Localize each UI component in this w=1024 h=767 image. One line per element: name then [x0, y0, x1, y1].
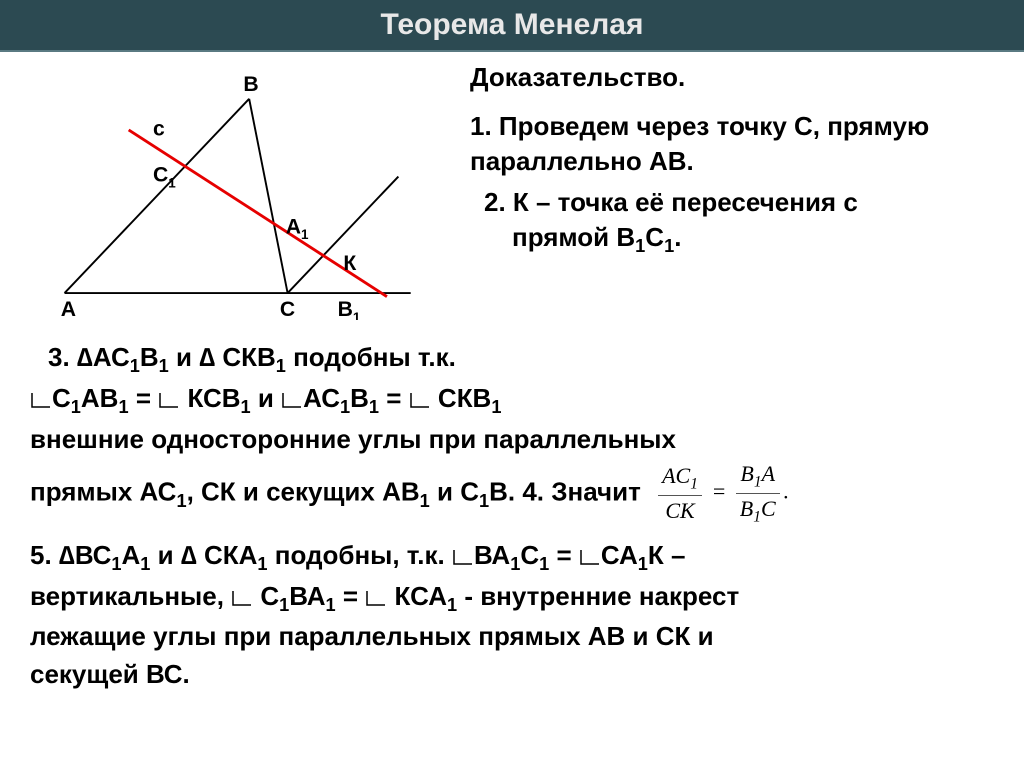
angle-icon — [231, 589, 253, 607]
text: CК — [658, 496, 702, 526]
text: прямых АС — [30, 476, 176, 506]
text: , СК и секущих АВ — [187, 476, 420, 506]
svg-text:К: К — [343, 252, 356, 275]
text: СКВ — [431, 383, 492, 413]
text: С — [520, 540, 539, 570]
text: = — [379, 383, 409, 413]
text: ВА — [289, 581, 325, 611]
text: . — [674, 222, 681, 252]
text: В — [140, 342, 159, 372]
angle-icon — [409, 391, 431, 409]
text: подобны, т.к. — [268, 540, 452, 570]
text: B — [740, 461, 753, 486]
text: и С — [430, 476, 479, 506]
angle-icon — [365, 589, 387, 607]
text: ВА — [474, 540, 510, 570]
proof-text: внешние односторонние углы при параллель… — [30, 422, 1000, 457]
text: 1 — [753, 508, 761, 525]
text: прямой В1С1. — [512, 222, 681, 252]
proof-text: лежащие углы при параллельных прямых АВ … — [30, 619, 1000, 654]
fraction-equation: AC1CК = B1AB1C. — [654, 459, 789, 528]
svg-text:А: А — [61, 298, 76, 320]
geometry-diagram: А В С В1 С1 А1 Кс — [28, 70, 428, 320]
text: 2. К – точка её пересечения с — [484, 187, 858, 217]
proof-step-5: 5. ∆ВС1А1 и ∆ СКА1 подобны, т.к. ВА1С1 =… — [30, 538, 1000, 577]
svg-text:С: С — [280, 298, 295, 320]
text: 5. ∆ВС — [30, 540, 111, 570]
text: AC — [662, 463, 690, 488]
svg-text:А1: А1 — [286, 215, 309, 242]
svg-text:В: В — [243, 73, 258, 96]
slide-content: АВСВ1С1А1Кс Доказательство. 1. Проведем … — [0, 52, 1024, 76]
text: В. 4. Значит — [489, 476, 641, 506]
proof-step-2: 2. К – точка её пересечения с прямой В1С… — [484, 185, 1010, 259]
proof-step-1: 1. Проведем через точку С, прямую паралл… — [470, 109, 1010, 179]
text: = — [129, 383, 159, 413]
text: 1 — [754, 473, 762, 490]
text: В — [350, 383, 369, 413]
angle-icon — [579, 548, 601, 566]
text: и — [251, 383, 281, 413]
text: АС — [303, 383, 340, 413]
text: подобны т.к. — [286, 342, 456, 372]
text: 3. ∆АС — [48, 342, 130, 372]
proof-step-3: 3. ∆АС1В1 и ∆ СКВ1 подобны т.к. — [48, 340, 1000, 379]
text: B — [740, 496, 753, 521]
proof-step-4: прямых АС 1 , СК и секущих АВ 1 и С 1 В. 4. З… — [30, 459, 1000, 528]
svg-text:с: с — [153, 117, 165, 140]
text: и ∆ СКА — [150, 540, 257, 570]
text: вертикальные, — [30, 581, 231, 611]
svg-text:В1: В1 — [338, 298, 361, 320]
slide-title: Теорема Менелая — [0, 0, 1024, 52]
proof-heading: Доказательство. — [470, 60, 1010, 95]
text: АВ — [81, 383, 119, 413]
text: прямой В — [512, 222, 635, 252]
text: С — [52, 383, 71, 413]
angle-icon — [30, 391, 52, 409]
text: и ∆ СКВ — [169, 342, 276, 372]
text: A — [762, 461, 775, 486]
text: КСА — [387, 581, 447, 611]
proof-text: секущей ВС. — [30, 657, 1000, 692]
text: А — [122, 540, 141, 570]
text: СА — [601, 540, 638, 570]
angle-icon — [281, 391, 303, 409]
proof-text: вертикальные, С1ВА1 = КСА1 - внутренние … — [30, 579, 1000, 618]
proof-step-3b: С1АВ1 = КСВ1 и АС1В1 = СКВ1 — [30, 381, 1000, 420]
text: . — [784, 478, 790, 503]
svg-text:С1: С1 — [153, 164, 176, 191]
proof-lower-block: 3. ∆АС1В1 и ∆ СКВ1 подобны т.к. С1АВ1 = … — [30, 340, 1000, 694]
text: С — [253, 581, 279, 611]
text: К – — [648, 540, 686, 570]
text: C — [761, 496, 776, 521]
angle-icon — [158, 391, 180, 409]
text: - внутренние накрест — [457, 581, 739, 611]
text: = — [549, 540, 579, 570]
angle-icon — [452, 548, 474, 566]
text: С — [645, 222, 664, 252]
text: КСВ — [180, 383, 240, 413]
text: 1 — [690, 475, 698, 492]
text: = — [336, 581, 366, 611]
proof-right-column: Доказательство. 1. Проведем через точку … — [470, 60, 1010, 265]
